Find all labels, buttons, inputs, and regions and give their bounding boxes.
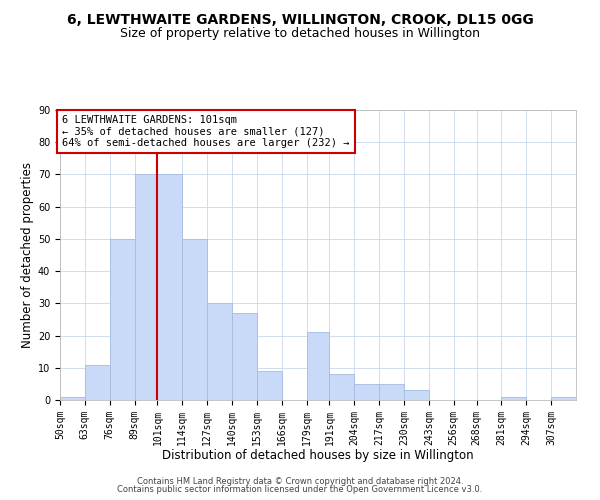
- Bar: [404, 390, 429, 400]
- Bar: [134, 174, 157, 400]
- Text: 6 LEWTHWAITE GARDENS: 101sqm
← 35% of detached houses are smaller (127)
64% of s: 6 LEWTHWAITE GARDENS: 101sqm ← 35% of de…: [62, 115, 349, 148]
- Bar: [60, 397, 85, 400]
- Bar: [232, 313, 257, 400]
- Y-axis label: Number of detached properties: Number of detached properties: [21, 162, 34, 348]
- Bar: [257, 371, 281, 400]
- Bar: [355, 384, 379, 400]
- X-axis label: Distribution of detached houses by size in Willington: Distribution of detached houses by size …: [162, 449, 474, 462]
- Bar: [329, 374, 355, 400]
- Bar: [182, 239, 207, 400]
- Bar: [551, 397, 576, 400]
- Bar: [502, 397, 526, 400]
- Bar: [207, 304, 232, 400]
- Bar: [379, 384, 404, 400]
- Bar: [307, 332, 329, 400]
- Bar: [157, 174, 182, 400]
- Text: Contains HM Land Registry data © Crown copyright and database right 2024.: Contains HM Land Registry data © Crown c…: [137, 477, 463, 486]
- Text: 6, LEWTHWAITE GARDENS, WILLINGTON, CROOK, DL15 0GG: 6, LEWTHWAITE GARDENS, WILLINGTON, CROOK…: [67, 12, 533, 26]
- Text: Contains public sector information licensed under the Open Government Licence v3: Contains public sector information licen…: [118, 485, 482, 494]
- Bar: [110, 239, 134, 400]
- Text: Size of property relative to detached houses in Willington: Size of property relative to detached ho…: [120, 28, 480, 40]
- Bar: [85, 364, 110, 400]
